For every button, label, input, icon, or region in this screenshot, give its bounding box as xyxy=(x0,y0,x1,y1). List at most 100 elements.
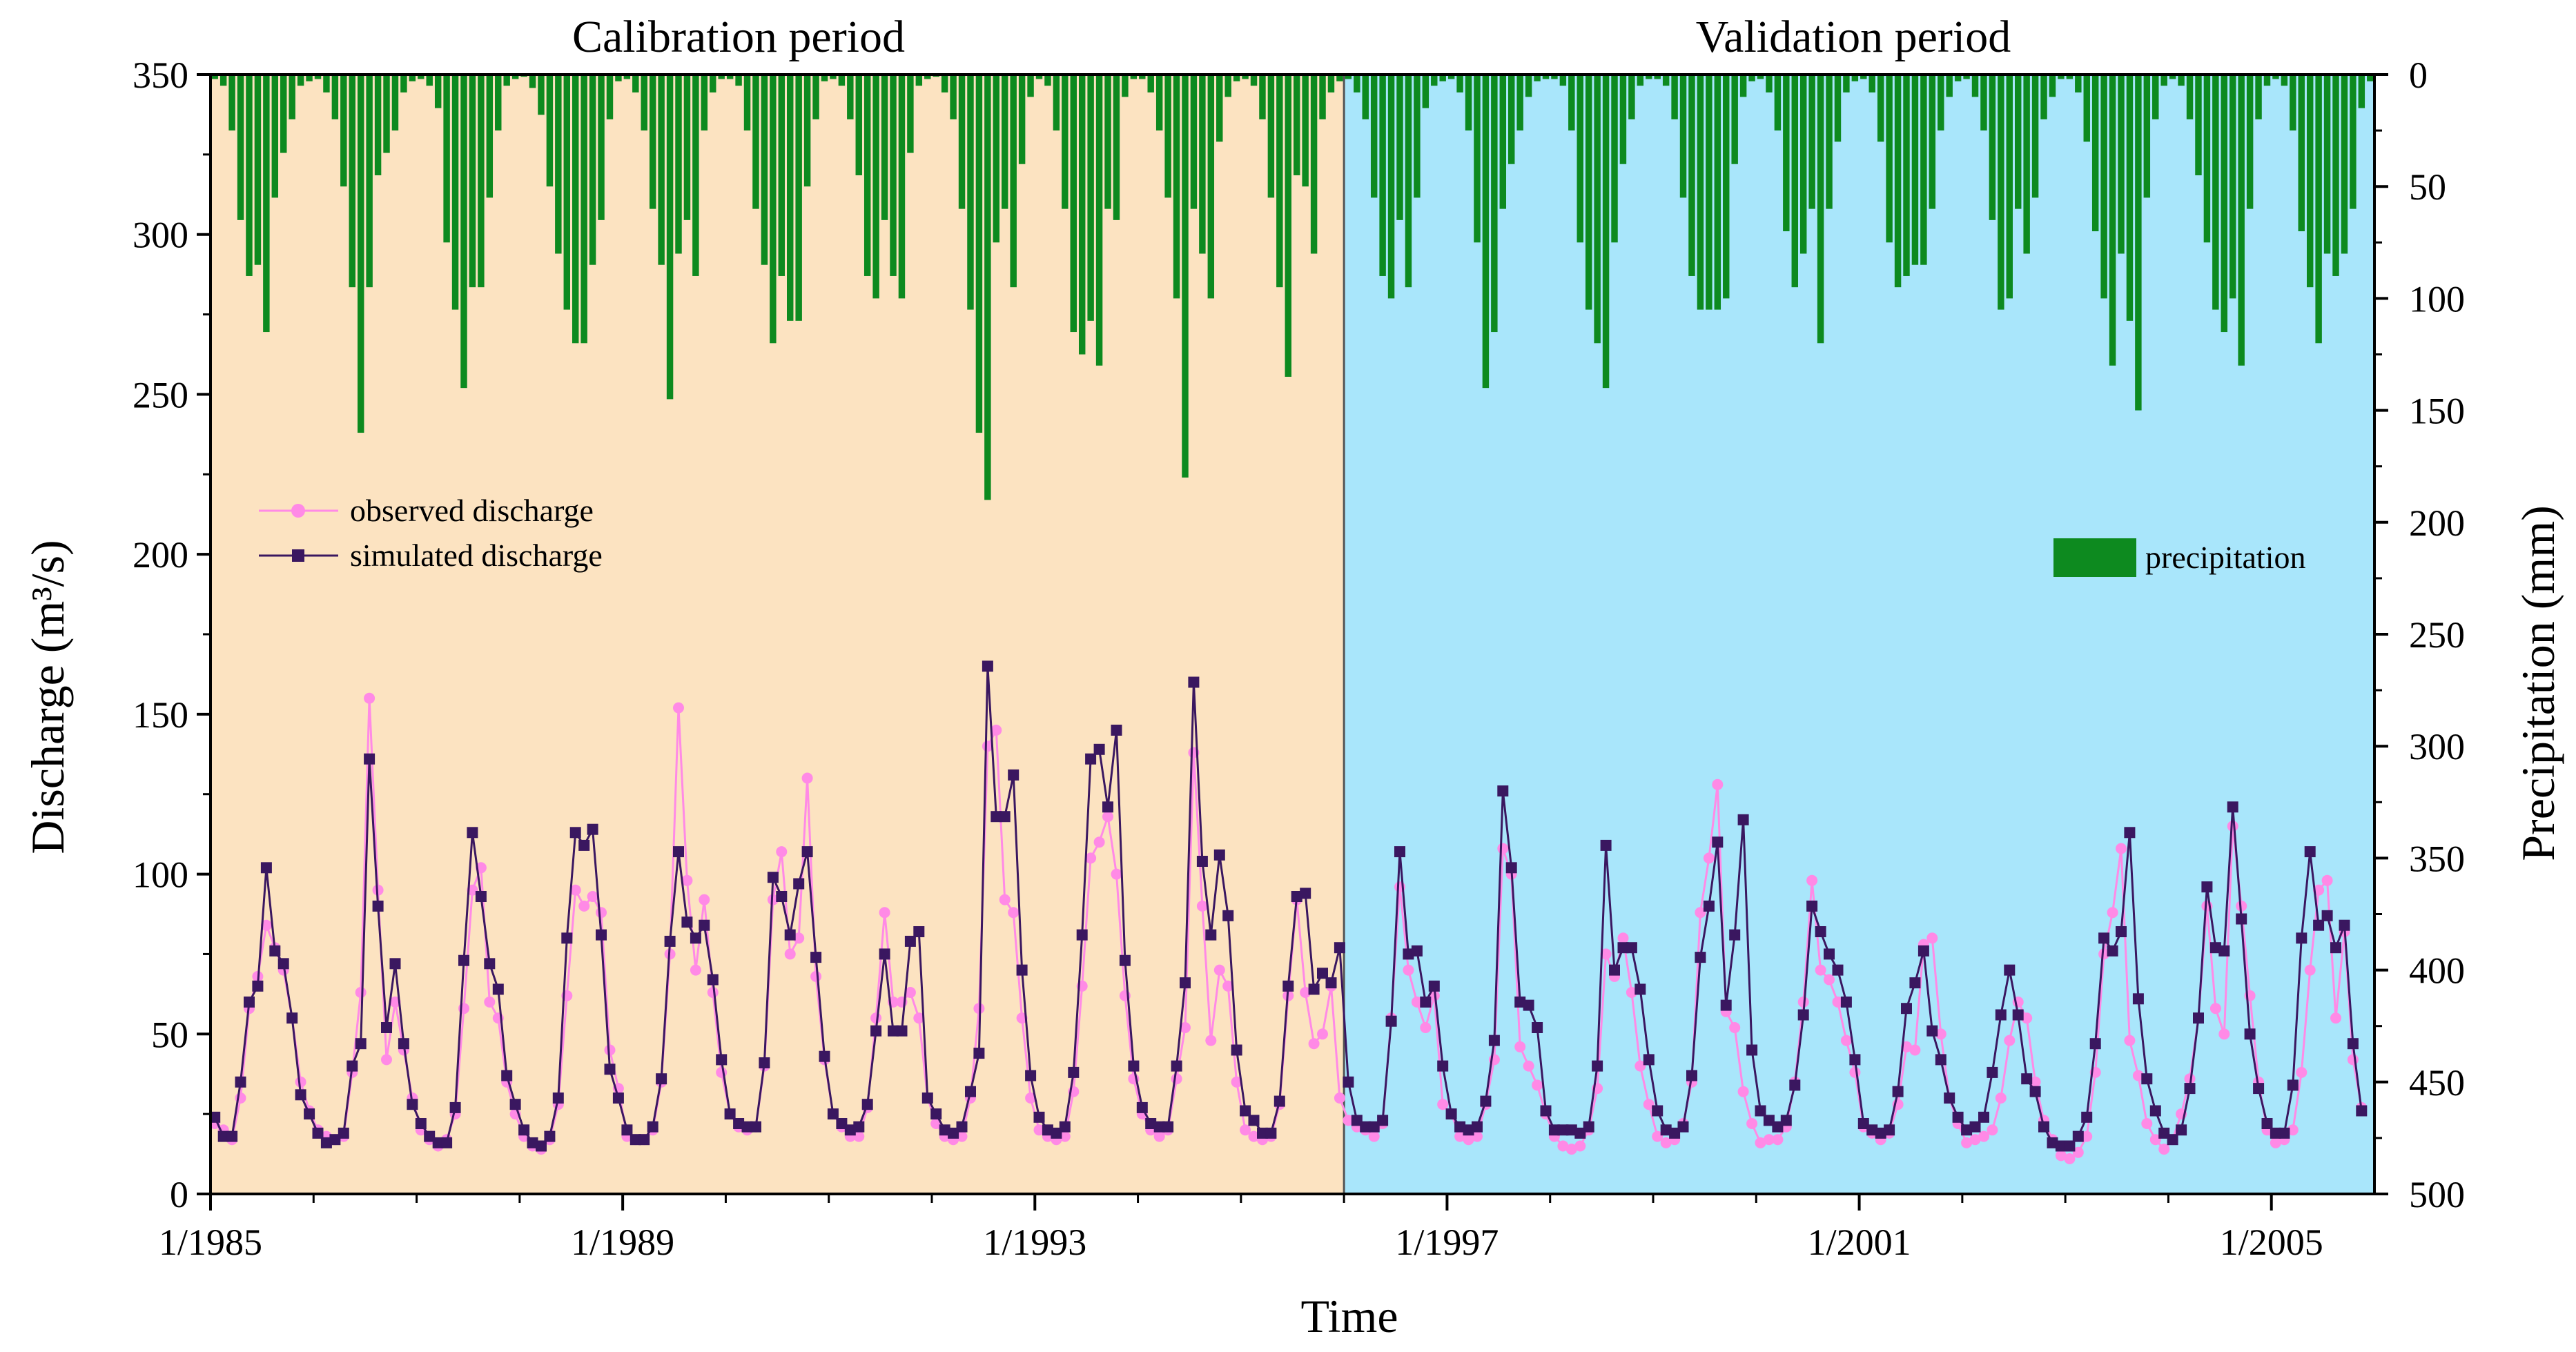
precipitation-bar xyxy=(1327,75,1335,92)
simulated-discharge-point xyxy=(398,1038,409,1050)
simulated-discharge-point xyxy=(1213,849,1225,861)
observed-discharge-point xyxy=(999,894,1011,905)
precipitation-bar xyxy=(1774,75,1782,131)
precipitation-bar xyxy=(1542,75,1550,79)
observed-discharge-point xyxy=(1806,874,1818,886)
simulated-discharge-point xyxy=(1729,929,1741,941)
simulated-discharge-point xyxy=(484,958,496,970)
simulated-discharge-point xyxy=(1180,977,1191,989)
period-backgrounds xyxy=(211,75,2374,1194)
simulated-discharge-point xyxy=(921,1093,933,1104)
simulated-discharge-point xyxy=(1969,1121,1981,1133)
observed-discharge-point xyxy=(681,874,693,886)
precipitation-bar xyxy=(511,75,519,79)
precipitation-bar xyxy=(1706,75,1713,310)
simulated-discharge-point xyxy=(1145,1118,1157,1129)
simulated-discharge-point xyxy=(1703,900,1715,912)
simulated-discharge-point xyxy=(1635,983,1646,995)
simulated-discharge-point xyxy=(1875,1127,1886,1139)
precipitation-bar xyxy=(1267,75,1275,198)
simulated-discharge-point xyxy=(312,1127,324,1139)
precipitation-bar xyxy=(924,75,931,79)
observed-discharge-point xyxy=(2098,948,2110,960)
validation-period-label: Validation period xyxy=(1696,12,2011,62)
precipitation-bar xyxy=(1104,75,1111,209)
precipitation-bar xyxy=(2143,75,2151,198)
simulated-discharge-point xyxy=(604,1064,616,1075)
precipitation-bar xyxy=(2178,75,2185,86)
simulated-discharge-point xyxy=(1686,1070,1697,1081)
precipitation-bar xyxy=(1190,75,1198,209)
simulated-discharge-point xyxy=(2236,913,2247,925)
simulated-discharge-point xyxy=(612,1093,624,1104)
observed-discharge-point xyxy=(707,987,719,998)
observed-discharge-point xyxy=(1205,1035,1217,1046)
observed-discharge-point xyxy=(1617,932,1629,944)
precipitation-bar xyxy=(1971,75,1979,97)
simulated-discharge-point xyxy=(1660,1124,1672,1136)
simulated-discharge-point xyxy=(707,974,719,986)
precipitation-bar xyxy=(2315,75,2322,344)
precipitation-bar xyxy=(391,75,399,131)
precipitation-bar xyxy=(1062,75,1069,209)
precipitation-bar xyxy=(821,75,828,81)
precipitation-bar xyxy=(1155,75,1163,131)
precipitation-bar xyxy=(1139,75,1146,79)
precipitation-bar xyxy=(1903,75,1910,276)
simulated-discharge-point xyxy=(2012,1009,2024,1021)
precipitation-bar xyxy=(863,75,871,276)
simulated-discharge-point xyxy=(2330,942,2341,954)
observed-discharge-point xyxy=(604,1044,616,1056)
simulated-discharge-point xyxy=(1102,801,1113,813)
observed-discharge-point xyxy=(1557,1140,1569,1152)
precipitation-bar xyxy=(1345,75,1352,79)
simulated-discharge-point xyxy=(630,1134,641,1146)
legend-simulated: simulated discharge xyxy=(259,538,603,573)
simulated-discharge-point xyxy=(699,919,710,931)
simulated-discharge-point xyxy=(1995,1009,2007,1021)
simulated-discharge-point xyxy=(217,1130,229,1142)
simulated-discharge-point xyxy=(1248,1115,1260,1126)
precipitation-bar xyxy=(486,75,494,198)
y-right-tick-label: 500 xyxy=(2409,1174,2465,1215)
observed-discharge-point xyxy=(2330,1012,2341,1024)
x-tick-label: 1/1997 xyxy=(1395,1222,1499,1263)
simulated-discharge-point xyxy=(1085,753,1097,765)
simulated-discharge-point xyxy=(2029,1086,2041,1097)
precipitation-bar xyxy=(1938,75,1944,131)
observed-discharge-point xyxy=(2081,1130,2093,1142)
y-left-tick-label: 350 xyxy=(133,55,188,96)
precipitation-bar xyxy=(2091,75,2099,232)
simulated-discharge-point xyxy=(690,932,701,944)
precipitation-bar xyxy=(2031,75,2039,198)
simulated-discharge-point xyxy=(1420,996,1432,1008)
precipitation-bar xyxy=(289,75,295,119)
observed-discharge-point xyxy=(2347,1054,2359,1066)
precipitation-bar xyxy=(1766,75,1773,92)
precipitation-bar xyxy=(280,75,287,153)
simulated-discharge-point xyxy=(896,1025,908,1037)
simulated-discharge-point xyxy=(2270,1127,2281,1139)
simulated-discharge-point xyxy=(1712,836,1724,848)
precipitation-bar xyxy=(409,75,416,81)
precipitation-bar xyxy=(1447,75,1455,79)
simulated-discharge-point xyxy=(252,980,264,992)
precipitation-bar xyxy=(1182,75,1189,478)
simulated-discharge-point xyxy=(492,983,504,995)
simulated-discharge-point xyxy=(1291,891,1302,902)
precipitation-bar xyxy=(666,75,674,400)
observed-discharge-point xyxy=(784,948,796,960)
precipitation-bar xyxy=(2083,75,2090,142)
simulated-discharge-point xyxy=(1514,996,1526,1008)
simulated-discharge-point xyxy=(1437,1060,1449,1072)
observed-discharge-point xyxy=(2158,1144,2170,1155)
observed-discharge-point xyxy=(2029,1076,2041,1088)
observed-discharge-point xyxy=(2287,1124,2299,1136)
precipitation-bar xyxy=(1354,75,1360,92)
precipitation-bar xyxy=(1319,75,1326,119)
precipitation-bar xyxy=(1646,75,1652,79)
observed-discharge-point xyxy=(793,932,805,944)
simulated-discharge-point xyxy=(621,1124,633,1136)
simulated-discharge-point xyxy=(509,1099,521,1110)
simulated-discharge-point xyxy=(467,827,478,839)
